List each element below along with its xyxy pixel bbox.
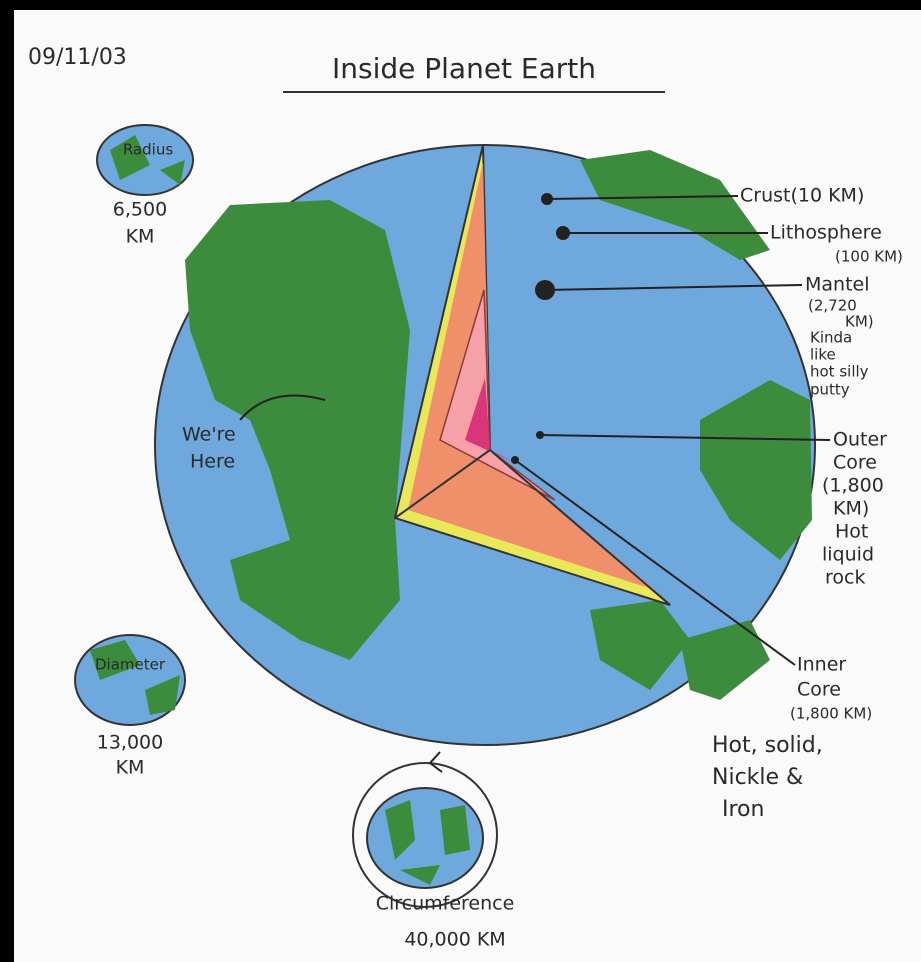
title: Inside Planet Earth xyxy=(332,52,596,85)
layer-label: rock xyxy=(825,567,865,589)
globe-value: 40,000 KM xyxy=(404,929,505,951)
note: Iron xyxy=(722,797,764,822)
here-label: Here xyxy=(190,451,235,473)
globe-value: Circumference xyxy=(376,893,515,915)
layer-label: Inner xyxy=(797,654,846,676)
layer-label: (1,800 KM) xyxy=(790,705,872,723)
layer-label: (100 KM) xyxy=(835,248,903,266)
layer-label: like xyxy=(810,346,836,364)
layer-label: Lithosphere xyxy=(770,222,882,244)
layer-label: Outer xyxy=(833,429,887,451)
layer-label: Core xyxy=(833,452,877,474)
page: { "date": "09/11/03", "title": "Inside P… xyxy=(0,0,921,962)
layer-label: hot silly xyxy=(810,363,869,381)
globe-label: Diameter xyxy=(95,656,166,674)
globe-value: 13,000 xyxy=(97,732,163,754)
layer-label: KM) xyxy=(833,498,869,520)
layer-label: Hot xyxy=(835,521,868,543)
frame-top xyxy=(0,0,921,10)
layer-label: (1,800 xyxy=(822,475,884,497)
layer-label: Mantel xyxy=(805,274,870,296)
globe-value: KM xyxy=(126,226,155,248)
globe-value: 6,500 xyxy=(113,199,167,221)
globe-value: KM xyxy=(116,757,145,779)
date: 09/11/03 xyxy=(28,45,127,70)
layer-label: Core xyxy=(797,679,841,701)
note: Hot, solid, xyxy=(712,733,823,758)
globe-label: Radius xyxy=(123,141,173,159)
drawing: 09/11/03 Inside Planet Earth Crust(10 KM… xyxy=(0,0,921,962)
frame-left xyxy=(0,0,14,962)
layer-label: Kinda xyxy=(810,329,852,347)
layer-label: Crust(10 KM) xyxy=(740,185,864,207)
here-label: We're xyxy=(182,424,236,446)
layer-label: putty xyxy=(810,381,850,399)
layer-label: liquid xyxy=(822,544,874,566)
note: Nickle & xyxy=(712,765,803,790)
